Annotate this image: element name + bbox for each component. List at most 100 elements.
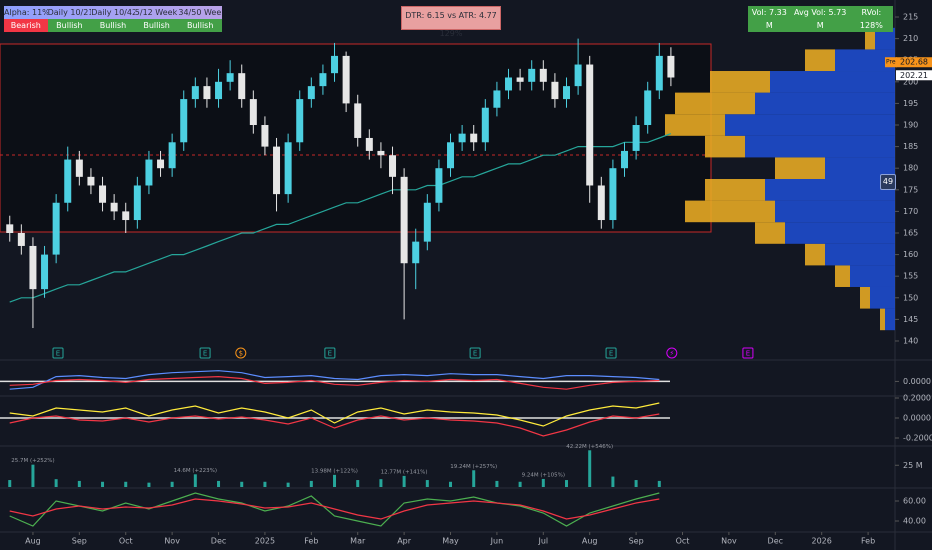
candle-body [284, 142, 292, 195]
profile-bar [805, 49, 835, 72]
x-tick-label: Nov [721, 537, 737, 546]
volume-bar [657, 480, 661, 487]
candle-body [331, 55, 339, 74]
line-series [9, 498, 660, 520]
profile-bar [825, 243, 895, 266]
volume-bar [170, 481, 174, 487]
y-tick-label: 165 [903, 228, 918, 237]
candle-body [110, 202, 118, 212]
candle-body [157, 159, 165, 169]
y-tick-label: 0.0000 [903, 414, 931, 423]
volume-bar [54, 479, 58, 487]
volume-bar [518, 481, 522, 487]
candle-body [586, 64, 594, 186]
profile-bar [885, 308, 895, 331]
candle-body [609, 168, 617, 221]
volume-label: 9.24M (+105%) [522, 472, 565, 478]
price-tag-label: 202.21 [900, 71, 928, 80]
indicator: Daily 10/21 [47, 8, 92, 17]
volume-bar [147, 482, 151, 487]
profile-bar [685, 200, 775, 223]
y-tick-label: 195 [903, 99, 918, 108]
y-tick-label: 0.0000 [903, 377, 931, 386]
x-tick-label: Mar [350, 537, 366, 546]
y-tick-label: 180 [903, 164, 918, 173]
candle-body [481, 107, 489, 143]
candle-body [342, 55, 350, 104]
event-icon [199, 347, 211, 359]
profile-bar [755, 92, 895, 115]
y-tick-label: 40.00 [903, 517, 926, 526]
candle-body [377, 150, 385, 156]
y-tick-label: 175 [903, 185, 918, 194]
volume-bar [309, 480, 313, 487]
signal: Bullish [134, 19, 179, 32]
volume-bar [240, 481, 244, 487]
candle-body [621, 150, 629, 169]
event-icon [324, 347, 336, 359]
volume-bar [31, 464, 35, 487]
candle-body [458, 133, 466, 143]
event-label: E [203, 350, 207, 358]
volume-bar [611, 476, 615, 487]
volume-bar [495, 480, 499, 487]
candle-body [470, 133, 478, 143]
x-tick-label: Sep [629, 537, 644, 546]
candle-body [563, 86, 571, 100]
profile-bar [775, 200, 895, 223]
y-tick-label: 145 [903, 315, 918, 324]
profile-bar [860, 286, 870, 309]
x-tick-label: Aug [582, 537, 598, 546]
volume-bar [402, 475, 406, 487]
candle-body [423, 202, 431, 242]
y-tick-label: 215 [903, 13, 918, 22]
candle-body [528, 68, 536, 82]
indicator-row: Alpha: 11% Daily 10/21 Daily 10/42 5/12 Wee… [4, 6, 222, 19]
y-tick-label: 200 [903, 77, 918, 86]
dtr-box: DTR: 6.15 vs ATR: 4.77 129% [401, 6, 501, 38]
candle-body [17, 232, 25, 246]
indicator: 5/12 Weekly [134, 8, 179, 17]
x-tick-label: Aug [25, 537, 41, 546]
indicator: Alpha: 11% [4, 8, 48, 17]
x-tick-label: May [442, 537, 459, 546]
candle-body [226, 73, 234, 82]
x-tick-label: Jul [537, 537, 548, 546]
event-label: ⚡ [669, 350, 674, 358]
event-icon [742, 347, 754, 359]
y-tick-label: 210 [903, 34, 918, 43]
signal: Bullish [178, 19, 222, 32]
x-tick-label: Feb [861, 537, 875, 546]
volume-label: 14.6M (+223%) [174, 468, 217, 474]
candle-body [64, 159, 72, 203]
profile-bar [725, 114, 895, 136]
volume-bar [634, 480, 638, 487]
candle-body [354, 103, 362, 138]
candle-body [655, 55, 663, 91]
pre-tag [885, 57, 897, 68]
candle-body [516, 77, 524, 82]
profile-bar [865, 27, 875, 50]
candle-body [574, 64, 582, 87]
line-series [9, 375, 660, 390]
volume-bar [333, 474, 337, 487]
volume-bar [286, 482, 290, 487]
line-series [9, 413, 660, 437]
candle-body [493, 90, 501, 108]
profile-bar [745, 135, 895, 158]
y-tick-label: 150 [903, 293, 918, 302]
y-tick-label: 140 [903, 336, 918, 345]
y-tick-label: -0.2000 [903, 434, 932, 443]
volume-bar [588, 450, 592, 487]
candle-body [29, 245, 37, 290]
candle-body [551, 81, 559, 100]
volume-stats: Vol: 7.33 M Avg Vol: 5.73 M RVol: 128% [748, 6, 893, 32]
profile-bar [770, 71, 895, 93]
profile-bar [705, 179, 765, 201]
price-tag [896, 70, 932, 81]
profile-bar [805, 243, 825, 266]
event-icon [235, 347, 247, 359]
y-tick-label: 170 [903, 207, 918, 216]
candle-body [389, 155, 397, 177]
